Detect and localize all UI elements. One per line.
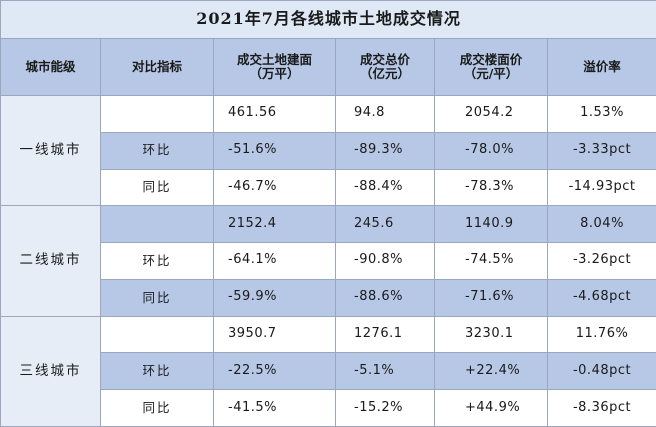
land-area-cell: 461.56	[213, 95, 336, 133]
total-price-cell: 1276.1	[335, 315, 435, 354]
header-land-area: 成交土地建面 （万平）	[213, 38, 336, 96]
metric-cell: 环比	[100, 131, 214, 170]
table-row: 二线城市 2152.4 245.6 1140.9 8.04%	[0, 205, 656, 317]
header-land-area-line2: （万平）	[249, 66, 300, 81]
header-floor-price-line1: 成交楼面价	[459, 51, 523, 67]
premium-cell: -14.93pct	[546, 168, 656, 207]
land-area-cell: -51.6%	[213, 131, 336, 170]
table-row: 环比 -64.1% -90.8% -74.5% -3.26pct	[1, 242, 656, 280]
total-price-cell: 94.8	[335, 95, 435, 133]
land-area-cell: -41.5%	[213, 389, 336, 427]
premium-cell: -3.33pct	[546, 131, 656, 170]
floor-price-cell: 1140.9	[434, 205, 548, 244]
premium-cell: 8.04%	[546, 205, 656, 244]
metric-cell: 环比	[100, 352, 214, 391]
premium-cell: 11.76%	[546, 315, 656, 354]
table-row: 三线城市 3950.7 1276.1 3230.1 11.76%	[0, 315, 656, 427]
floor-price-cell: -78.3%	[434, 168, 548, 207]
metric-cell	[100, 95, 214, 133]
premium-cell: 1.53%	[546, 95, 656, 133]
total-price-cell: -15.2%	[335, 389, 435, 427]
metric-cell: 同比	[100, 389, 214, 427]
header-tier: 城市能级	[0, 38, 101, 96]
table-row: 同比 -59.9% -88.6% -71.6% -4.68pct	[1, 278, 656, 317]
floor-price-cell: 2054.2	[434, 95, 548, 133]
floor-price-cell: -78.0%	[434, 131, 548, 170]
metric-cell: 环比	[100, 242, 214, 280]
floor-price-cell: +22.4%	[434, 352, 548, 391]
total-price-cell: -88.6%	[335, 278, 435, 317]
table-row: 一线城市 461.56 94.8 2054.2 1.53%	[0, 94, 656, 207]
header-floor-price-line2: （元/平）	[463, 66, 519, 81]
floor-price-cell: -71.6%	[434, 278, 548, 317]
premium-cell: -3.26pct	[546, 242, 656, 280]
tier-cell: 二线城市	[0, 205, 101, 317]
total-price-cell: -89.3%	[335, 131, 435, 170]
floor-price-cell: +44.9%	[434, 389, 548, 427]
total-price-cell: 245.6	[335, 205, 435, 244]
floor-price-cell: -74.5%	[434, 242, 548, 280]
floor-price-cell: 3230.1	[434, 315, 548, 354]
header-total-price-line2: （亿元）	[359, 66, 410, 81]
table-row: 环比 -22.5% -5.1% +22.4% -0.48pct	[1, 352, 656, 391]
premium-cell: -4.68pct	[546, 278, 656, 317]
land-area-cell: -22.5%	[213, 352, 336, 391]
header-floor-price: 成交楼面价 （元/平）	[434, 38, 548, 96]
header-premium: 溢价率	[546, 38, 656, 96]
header-total-price: 成交总价 （亿元）	[335, 38, 435, 96]
table-row: 环比 -51.6% -89.3% -78.0% -3.33pct	[1, 131, 656, 170]
land-area-cell: -59.9%	[213, 278, 336, 317]
premium-cell: -8.36pct	[546, 389, 656, 427]
total-price-cell: -5.1%	[335, 352, 435, 391]
land-area-cell: -64.1%	[213, 242, 336, 280]
tier-cell: 一线城市	[0, 94, 101, 207]
header-total-price-line1: 成交总价	[359, 51, 410, 67]
premium-cell: -0.48pct	[546, 352, 656, 391]
header-metric: 对比指标	[100, 38, 214, 96]
metric-cell	[100, 315, 214, 354]
header-land-area-line1: 成交土地建面	[236, 51, 312, 67]
table-title: 2021年7月各线城市土地成交情况	[0, 0, 656, 39]
total-price-cell: -88.4%	[335, 168, 435, 207]
land-area-cell: -46.7%	[213, 168, 336, 207]
table-row: 同比 -46.7% -88.4% -78.3% -14.93pct	[1, 168, 656, 207]
land-area-cell: 2152.4	[213, 205, 336, 244]
table-row: 同比 -41.5% -15.2% +44.9% -8.36pct	[1, 389, 656, 427]
metric-cell: 同比	[100, 278, 214, 317]
metric-cell: 同比	[100, 168, 214, 207]
total-price-cell: -90.8%	[335, 242, 435, 280]
metric-cell	[100, 205, 214, 244]
tier-cell: 三线城市	[0, 315, 101, 427]
land-area-cell: 3950.7	[213, 315, 336, 354]
header-row: 城市能级 对比指标 成交土地建面 （万平） 成交总价 （亿元） 成交楼面价 （元…	[0, 38, 656, 96]
